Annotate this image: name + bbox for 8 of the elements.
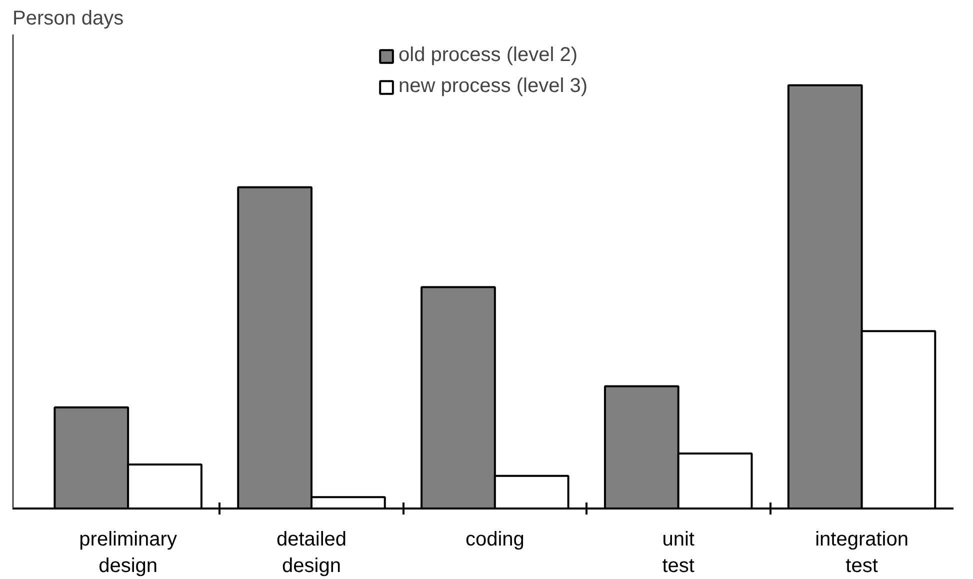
- x-tick-label: preliminary design: [79, 528, 177, 577]
- x-tick-label: coding: [465, 528, 524, 550]
- legend-label: old process (level 2): [398, 44, 578, 67]
- x-tick-label: detailed design: [276, 528, 347, 577]
- x-tick-label: integration test: [815, 528, 908, 577]
- x-tick-label: unit test: [662, 528, 695, 577]
- legend-label: new process (level 3): [398, 75, 588, 98]
- y-axis-title: Person days: [12, 8, 124, 30]
